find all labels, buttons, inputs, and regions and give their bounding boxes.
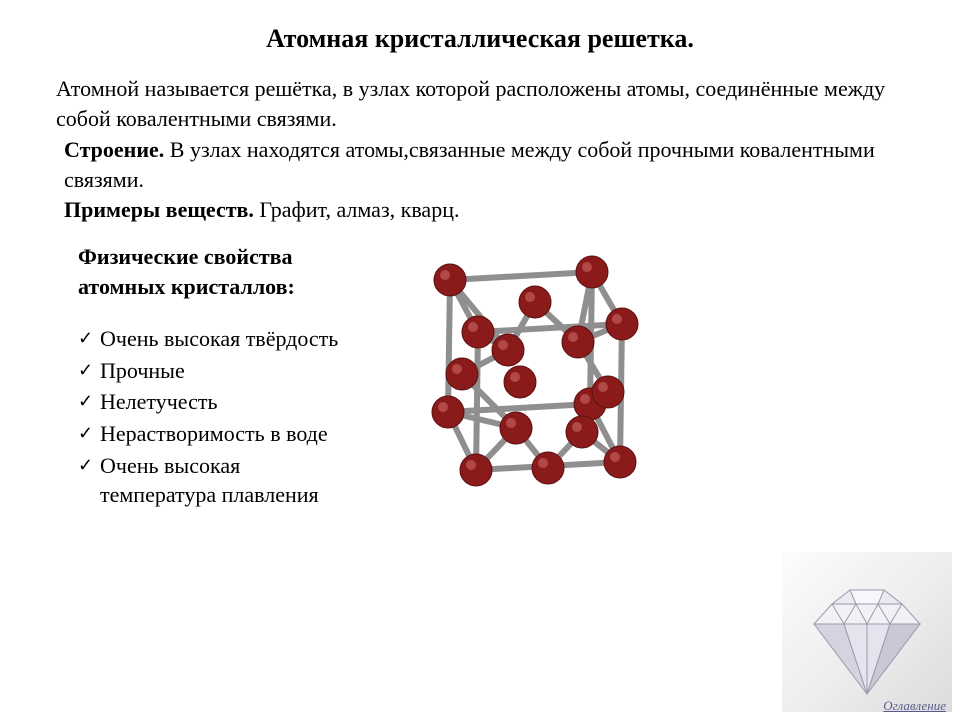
examples-paragraph: Примеры веществ. Графит, алмаз, кварц. <box>0 195 960 225</box>
crystal-lattice-diagram <box>380 232 680 532</box>
list-item: Нелетучесть <box>78 387 360 417</box>
properties-heading-line2: атомных кристаллов: <box>78 272 360 302</box>
left-column: Физические свойства атомных кристаллов: … <box>0 242 360 512</box>
list-item: Прочные <box>78 356 360 386</box>
structure-paragraph: Строение. В узлах находятся атомы,связан… <box>0 133 960 194</box>
diamond-icon <box>792 562 942 702</box>
properties-heading-line1: Физические свойства <box>78 242 360 272</box>
structure-text: В узлах находятся атомы,связанные между … <box>64 137 875 192</box>
toc-link[interactable]: Оглавление <box>883 698 946 714</box>
properties-list: Очень высокая твёрдость Прочные Нелетуче… <box>78 324 360 510</box>
list-item: Очень высокая температура плавления <box>78 451 360 510</box>
list-item: Очень высокая твёрдость <box>78 324 360 354</box>
page-title: Атомная кристаллическая решетка. <box>0 0 960 74</box>
definition-paragraph: Атомной называется решётка, в узлах кото… <box>0 74 960 133</box>
structure-label: Строение. <box>64 137 164 162</box>
examples-text: Графит, алмаз, кварц. <box>259 197 459 222</box>
content-columns: Физические свойства атомных кристаллов: … <box>0 224 960 512</box>
properties-heading: Физические свойства атомных кристаллов: <box>78 242 360 301</box>
diamond-image <box>782 552 952 712</box>
list-item: Нерастворимость в воде <box>78 419 360 449</box>
right-column <box>360 242 960 512</box>
examples-label: Примеры веществ. <box>64 197 254 222</box>
